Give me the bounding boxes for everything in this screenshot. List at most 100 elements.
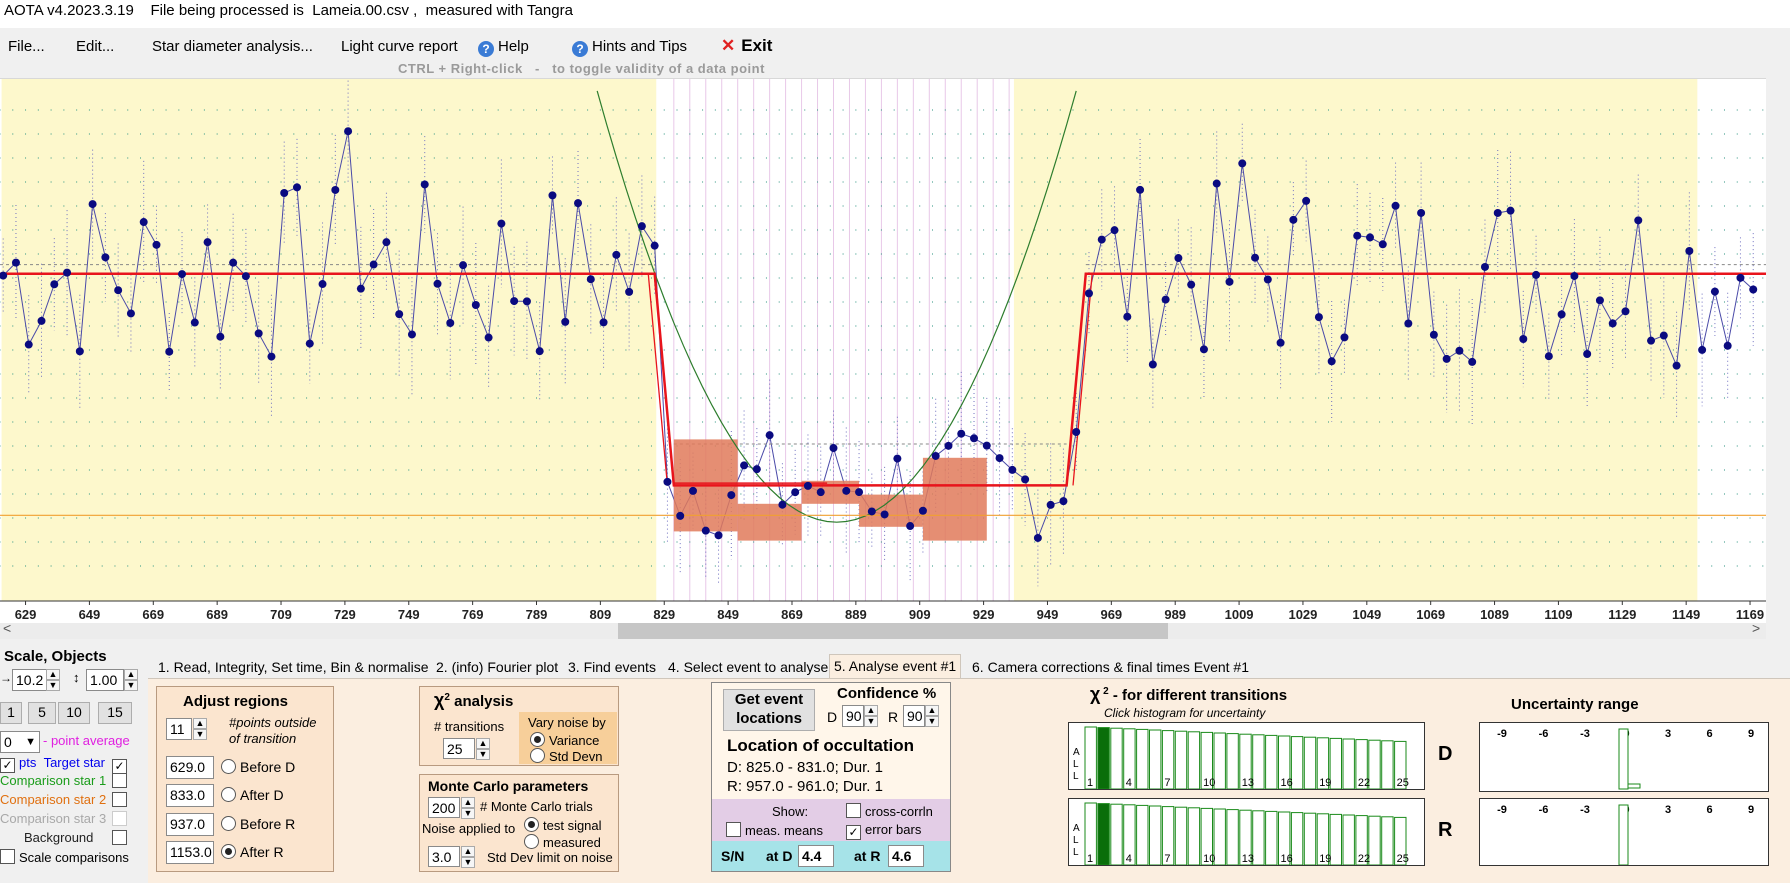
- spin-down-icon[interactable]: ▼: [193, 729, 207, 740]
- uncertainty-tick-label: 6: [1706, 728, 1712, 740]
- spin-up-icon[interactable]: ▲: [864, 705, 878, 716]
- cross-corrln-checkbox[interactable]: cross-corrln: [846, 803, 933, 819]
- scale-objects-title: Scale, Objects: [4, 648, 107, 665]
- uncertainty-tick-label: 6: [1706, 804, 1712, 816]
- before-r-input[interactable]: 937.0: [166, 813, 214, 836]
- spin-up-icon[interactable]: ▲: [124, 669, 138, 680]
- light-curve-svg[interactable]: 629 649 669 689 709 729 749 769 789 809 829 849 869 8…: [0, 79, 1766, 624]
- help-icon: ?: [478, 41, 494, 57]
- data-point: [1608, 319, 1617, 328]
- x-tick-label: 949: [1037, 607, 1059, 622]
- confidence-d-label: D: [827, 709, 838, 725]
- spin-down-icon[interactable]: ▼: [864, 716, 878, 727]
- transitions-input[interactable]: 25: [443, 738, 475, 759]
- scrollbar-thumb[interactable]: [618, 623, 1168, 639]
- menu-hints-and-tips[interactable]: ? Hints and Tips: [572, 38, 687, 57]
- scale-5-button[interactable]: 5: [28, 702, 56, 724]
- scale-comparisons-checkbox[interactable]: [0, 849, 15, 864]
- spin-down-icon[interactable]: ▼: [476, 749, 490, 760]
- confidence-r-input[interactable]: 90: [903, 705, 925, 727]
- before-d-radio[interactable]: Before D: [221, 759, 295, 775]
- after-d-input[interactable]: 833.0: [166, 784, 214, 807]
- menu-help[interactable]: ? Help: [478, 38, 529, 57]
- uncertainty-bar: [1618, 728, 1629, 790]
- spin-up-icon[interactable]: ▲: [46, 669, 60, 680]
- before-r-radio[interactable]: Before R: [221, 816, 295, 832]
- get-event-locations-button[interactable]: Get event locations: [723, 689, 815, 731]
- scroll-right-arrow-icon[interactable]: >: [1752, 620, 1761, 636]
- spin-down-icon[interactable]: ▼: [925, 716, 939, 727]
- spin-down-icon[interactable]: ▼: [124, 680, 138, 691]
- std-devn-radio[interactable]: Std Devn: [530, 748, 602, 764]
- light-curve-plot[interactable]: 629 649 669 689 709 729 749 769 789 809 829 849 869 8…: [0, 78, 1766, 624]
- tab-fourier-plot[interactable]: 2. (info) Fourier plot: [432, 656, 563, 678]
- after-r-input[interactable]: 1153.0: [166, 841, 214, 864]
- spin-up-icon[interactable]: ▲: [925, 705, 939, 716]
- confidence-d-input[interactable]: 90: [842, 705, 864, 727]
- scale-15-button[interactable]: 15: [98, 702, 132, 724]
- after-d-radio[interactable]: After D: [221, 787, 284, 803]
- comparison-star-2-checkbox[interactable]: [112, 792, 131, 808]
- pts-checkbox[interactable]: ✓: [0, 758, 15, 773]
- scroll-left-arrow-icon[interactable]: <: [3, 620, 12, 636]
- background-checkbox[interactable]: [112, 830, 131, 846]
- tab-read-integrity[interactable]: 1. Read, Integrity, Set time, Bin & norm…: [154, 656, 433, 678]
- spin-up-icon[interactable]: ▲: [476, 738, 490, 749]
- spin-up-icon[interactable]: ▲: [461, 846, 475, 857]
- arrow-right-icon: →: [0, 671, 12, 685]
- menu-help-label: Help: [498, 38, 529, 55]
- data-point: [970, 434, 979, 443]
- chi-histogram-r[interactable]: A L L 1 4 7 10 13 16 19 22 25: [1068, 798, 1425, 866]
- spin-down-icon[interactable]: ▼: [46, 680, 60, 691]
- data-point: [510, 297, 519, 306]
- data-point: [344, 127, 353, 136]
- menu-edit[interactable]: Edit...: [76, 38, 115, 55]
- histogram-bar: [1097, 803, 1110, 866]
- histogram-bar: [1149, 729, 1162, 790]
- meas-means-checkbox[interactable]: meas. means: [726, 822, 823, 838]
- comparison-star-1-checkbox[interactable]: [112, 773, 131, 789]
- scale-10-button[interactable]: 10: [58, 702, 90, 724]
- spin-down-icon[interactable]: ▼: [461, 808, 475, 819]
- spin-up-icon[interactable]: ▲: [461, 797, 475, 808]
- scale-comparisons-row[interactable]: Scale comparisons: [0, 849, 129, 865]
- variance-radio[interactable]: Variance: [530, 732, 599, 748]
- menu-file[interactable]: File...: [8, 38, 45, 55]
- tab-select-event[interactable]: 4. Select event to analyse: [664, 656, 833, 678]
- tab-analyse-event[interactable]: 5. Analyse event #1: [829, 654, 962, 679]
- after-r-radio[interactable]: After R: [221, 844, 284, 860]
- scale-1-button[interactable]: 1: [0, 702, 22, 724]
- spin-up-icon[interactable]: ▲: [193, 718, 207, 729]
- std-dev-limit-input[interactable]: 3.0: [428, 846, 460, 867]
- spin-down-icon[interactable]: ▼: [461, 857, 475, 868]
- test-signal-radio[interactable]: test signal: [524, 817, 602, 833]
- data-point: [471, 301, 480, 310]
- scale-y-input[interactable]: 1.00: [86, 669, 124, 691]
- uncertainty-range-title: Uncertainty range: [1511, 696, 1639, 713]
- comparison-star-3-checkbox[interactable]: [112, 811, 131, 827]
- data-point: [1442, 354, 1451, 363]
- monte-carlo-trials-input[interactable]: 200: [428, 797, 460, 818]
- menu-star-diameter[interactable]: Star diameter analysis...: [152, 38, 313, 55]
- before-d-input[interactable]: 629.0: [166, 756, 214, 779]
- data-point: [1480, 262, 1489, 271]
- tab-find-events[interactable]: 3. Find events: [564, 656, 660, 678]
- menu-light-curve-report[interactable]: Light curve report: [341, 38, 458, 55]
- error-bars-checkbox[interactable]: ✓ error bars: [846, 822, 921, 840]
- x-tick-label: 1089: [1480, 607, 1509, 622]
- measured-radio[interactable]: measured: [524, 834, 601, 850]
- data-point: [906, 522, 915, 531]
- tab-camera-corrections[interactable]: 6. Camera corrections & final times Even…: [968, 656, 1254, 678]
- points-outside-input[interactable]: 11: [166, 718, 192, 740]
- chi-hist-title-text: - for different transitions: [1112, 687, 1288, 704]
- chi-histogram-d[interactable]: A L L 1 4 7 10 13 16 19 22 25: [1068, 722, 1425, 790]
- point-average-select[interactable]: 0 ▼: [0, 731, 40, 753]
- data-point: [216, 332, 225, 341]
- target-star-checkbox[interactable]: ✓: [112, 755, 131, 774]
- data-point: [535, 347, 544, 356]
- data-point: [1583, 350, 1592, 359]
- menu-exit[interactable]: ✕ Exit: [721, 36, 772, 56]
- data-point: [50, 280, 59, 289]
